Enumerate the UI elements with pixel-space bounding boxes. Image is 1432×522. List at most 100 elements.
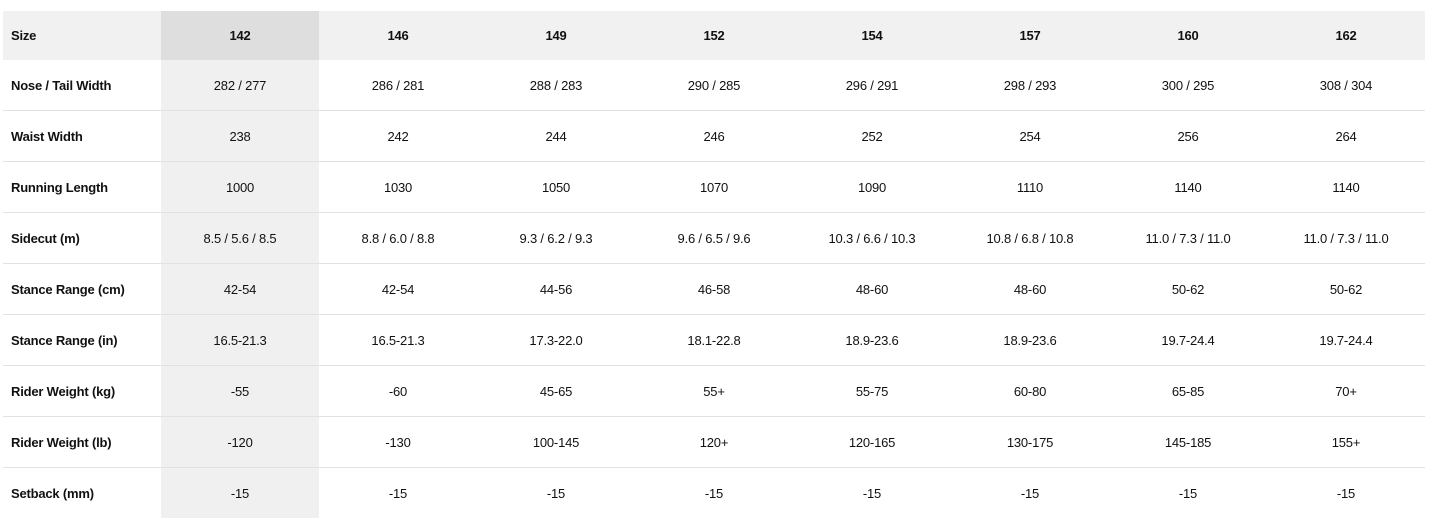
row-label: Stance Range (cm) (3, 263, 161, 315)
spec-value: 10.3 / 6.6 / 10.3 (793, 212, 951, 264)
spec-value: 1110 (951, 161, 1109, 213)
spec-value: 1140 (1109, 161, 1267, 213)
spec-row: Stance Range (in) 16.5-21.3 16.5-21.3 17.3-… (3, 314, 1425, 366)
spec-value: 290 / 285 (635, 60, 793, 111)
spec-row: Rider Weight (lb) -120 -130 100-145 120+ 120-… (3, 416, 1425, 468)
spec-value: 10.8 / 6.8 / 10.8 (951, 212, 1109, 264)
spec-value: 11.0 / 7.3 / 11.0 (1267, 212, 1425, 264)
spec-value: 17.3-22.0 (477, 314, 635, 366)
row-label: Stance Range (in) (3, 314, 161, 366)
spec-table: Size 142 146 149 152 154 157 160 162 Nose / Tail… (3, 11, 1425, 518)
spec-value: 1050 (477, 161, 635, 213)
spec-value: 42-54 (161, 263, 319, 315)
spec-value: 60-80 (951, 365, 1109, 417)
spec-value: 18.9-23.6 (951, 314, 1109, 366)
spec-value: 18.1-22.8 (635, 314, 793, 366)
spec-value: 50-62 (1267, 263, 1425, 315)
spec-value: 298 / 293 (951, 60, 1109, 111)
spec-value: 282 / 277 (161, 60, 319, 111)
spec-value: -15 (546, 485, 566, 501)
spec-value: 1000 (161, 161, 319, 213)
row-label: Waist Width (3, 110, 161, 162)
spec-value: 16.5-21.3 (161, 314, 319, 366)
spec-value: 44-56 (477, 263, 635, 315)
spec-value: 42-54 (319, 263, 477, 315)
spec-value: 246 (635, 110, 793, 162)
spec-value: 244 (477, 110, 635, 162)
spec-value: 155+ (1267, 416, 1425, 468)
row-label: Rider Weight (lb) (3, 416, 161, 468)
spec-value: 288 / 283 (477, 60, 635, 111)
spec-value: 1070 (635, 161, 793, 213)
spec-value: 9.6 / 6.5 / 9.6 (635, 212, 793, 264)
spec-value: 254 (951, 110, 1109, 162)
row-label: Sidecut (m) (3, 212, 161, 264)
spec-row: Stance Range (cm) 42-54 42-54 44-56 46-58 48-… (3, 263, 1425, 315)
size-header: 149 (477, 11, 635, 60)
spec-value: 300 / 295 (1109, 60, 1267, 111)
spec-value: 8.8 / 6.0 / 8.8 (319, 212, 477, 264)
spec-value: 308 / 304 (1267, 60, 1425, 111)
spec-value: 50-62 (1109, 263, 1267, 315)
spec-row: Rider Weight (kg) -55 -60 45-65 55+ 55-75 60-8… (3, 365, 1425, 417)
spec-value: 130-175 (951, 416, 1109, 468)
spec-value: -60 (319, 365, 477, 417)
spec-value: -120 (161, 416, 319, 468)
spec-value: 18.9-23.6 (793, 314, 951, 366)
spec-value: 120+ (635, 416, 793, 468)
spec-row: Sidecut (m) 8.5 / 5.6 / 8.5 8.8 / 6.0 / 8.… (3, 212, 1425, 264)
size-header: 152 (635, 11, 793, 60)
spec-value: -15 (388, 485, 408, 501)
spec-value: 65-85 (1109, 365, 1267, 417)
spec-value: 1030 (319, 161, 477, 213)
spec-table-container: Size 142 146 149 152 154 157 160 162 Nose / Tail… (3, 11, 1425, 518)
size-header: 160 (1109, 11, 1267, 60)
spec-value: 19.7-24.4 (1267, 314, 1425, 366)
spec-value: 55+ (635, 365, 793, 417)
row-label: Setback (mm) (11, 485, 94, 501)
spec-value: -130 (319, 416, 477, 468)
spec-value: 264 (1267, 110, 1425, 162)
spec-value: -15 (1336, 485, 1356, 501)
spec-value: 11.0 / 7.3 / 11.0 (1109, 212, 1267, 264)
spec-value: 256 (1109, 110, 1267, 162)
spec-value: 9.3 / 6.2 / 9.3 (477, 212, 635, 264)
size-header: 162 (1267, 11, 1425, 60)
spec-value: 55-75 (793, 365, 951, 417)
size-header: 146 (319, 11, 477, 60)
spec-value: 286 / 281 (319, 60, 477, 111)
row-label: Rider Weight (kg) (3, 365, 161, 417)
spec-value: -15 (1020, 485, 1040, 501)
size-header: 157 (951, 11, 1109, 60)
spec-row: Waist Width 238 242 244 246 252 254 256 264 (3, 110, 1425, 162)
spec-value: -15 (704, 485, 724, 501)
spec-value: 242 (319, 110, 477, 162)
spec-value: 48-60 (951, 263, 1109, 315)
size-header: 142 (161, 11, 319, 60)
header-row: Size 142 146 149 152 154 157 160 162 (3, 11, 1425, 60)
spec-value: 100-145 (477, 416, 635, 468)
spec-value: 296 / 291 (793, 60, 951, 111)
spec-value: 238 (161, 110, 319, 162)
spec-value: 48-60 (793, 263, 951, 315)
spec-value: 252 (793, 110, 951, 162)
spec-value: 46-58 (635, 263, 793, 315)
spec-value: 19.7-24.4 (1109, 314, 1267, 366)
spec-row: Running Length 1000 1030 1050 1070 1090 1110 11… (3, 161, 1425, 213)
spec-value: 1090 (793, 161, 951, 213)
spec-value: 1140 (1267, 161, 1425, 213)
spec-value: -15 (862, 485, 882, 501)
spec-value: -55 (161, 365, 319, 417)
spec-value: 8.5 / 5.6 / 8.5 (161, 212, 319, 264)
spec-value: 70+ (1267, 365, 1425, 417)
table-header: Size 142 146 149 152 154 157 160 162 (3, 11, 1425, 60)
row-label: Nose / Tail Width (3, 60, 161, 111)
spec-value: 16.5-21.3 (319, 314, 477, 366)
spec-value: 45-65 (477, 365, 635, 417)
spec-row: Setback (mm) -15 -15 -15 -15 -15 -15 -15 -15 (3, 467, 1425, 518)
spec-row: Nose / Tail Width 282 / 277 286 / 281 288 /… (3, 60, 1425, 111)
size-header: 154 (793, 11, 951, 60)
spec-value: -15 (161, 467, 319, 518)
spec-value: 145-185 (1109, 416, 1267, 468)
